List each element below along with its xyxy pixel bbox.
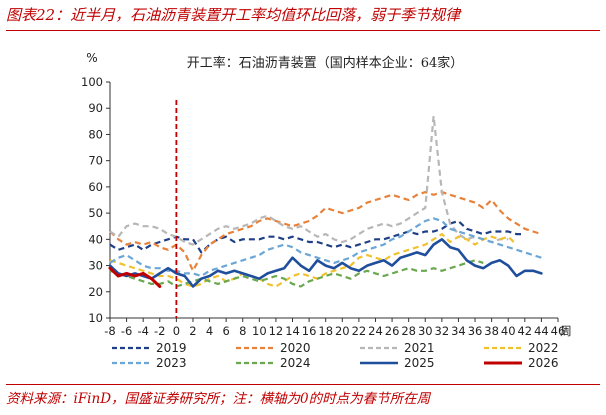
- x-tick-label: 24: [368, 324, 383, 338]
- legend-label: 2021: [404, 341, 435, 355]
- x-tick-label: 10: [252, 324, 267, 338]
- x-tick-label: 36: [468, 324, 483, 338]
- x-tick-label: 44: [534, 324, 549, 338]
- series-line-2022: [109, 233, 518, 288]
- x-tick-label: 0: [173, 324, 180, 338]
- series-layer: [108, 114, 543, 288]
- x-tick-label: 26: [385, 324, 400, 338]
- y-tick-label: 30: [88, 259, 103, 273]
- y-axis-unit-label: %: [86, 51, 97, 65]
- x-tick-label: 18: [318, 324, 333, 338]
- y-tick-label: 90: [88, 101, 103, 115]
- figure-title: 图表22：近半月，石油沥青装置开工率均值环比回落，弱于季节规律: [6, 6, 461, 24]
- x-tick-label: 34: [451, 324, 466, 338]
- legend-item-2023: 2023: [112, 356, 187, 370]
- x-tick-label: 30: [418, 324, 433, 338]
- x-tick-label: 28: [401, 324, 416, 338]
- x-tick-label: 38: [484, 324, 499, 338]
- series-line-2024: [109, 259, 484, 288]
- x-tick-label: 2: [189, 324, 196, 338]
- x-tick-label: 32: [435, 324, 450, 338]
- series-line-2025: [108, 238, 543, 288]
- legend-label: 2024: [280, 356, 311, 370]
- legend: 2019 2020 2021 2022 2023 2024 2025 2026: [112, 341, 559, 370]
- x-tick-label: 40: [501, 324, 516, 338]
- series-line-2026: [108, 266, 162, 288]
- line-chart: 开工率：石油沥青装置（国内样本企业：64家） % 102030405060708…: [81, 51, 572, 370]
- title-divider: [6, 30, 600, 31]
- y-axis: 10 20 30 40 50 60 70 80 90 100: [81, 75, 111, 325]
- x-tick-label: 12: [269, 324, 284, 338]
- source-divider: [6, 384, 600, 385]
- legend-label: 2019: [156, 341, 187, 355]
- x-tick-label: 46: [551, 324, 566, 338]
- x-tick-label: 42: [517, 324, 532, 338]
- x-tick-label: 22: [352, 324, 367, 338]
- legend-item-2025: 2025: [360, 356, 435, 370]
- legend-label: 2026: [528, 356, 559, 370]
- x-tick-label: -8: [104, 324, 115, 338]
- x-tick-label: -2: [154, 324, 165, 338]
- series-line-2019: [109, 219, 525, 254]
- source-note: 资料来源：iFinD，国盛证券研究所；注：横轴为0的时点为春节所在周: [6, 391, 431, 407]
- x-tick-label: 4: [206, 324, 213, 338]
- x-tick-label: 20: [335, 324, 350, 338]
- legend-label: 2025: [404, 356, 435, 370]
- x-tick-label: 16: [302, 324, 317, 338]
- x-tick-label: 6: [222, 324, 229, 338]
- legend-item-2021: 2021: [360, 341, 435, 355]
- legend-item-2026: 2026: [484, 356, 559, 370]
- y-tick-label: 100: [81, 75, 103, 89]
- x-axis-unit-label: 周: [560, 324, 572, 338]
- x-tick-label: -6: [121, 324, 132, 338]
- chart-title: 开工率：石油沥青装置（国内样本企业：64家）: [187, 55, 464, 71]
- y-tick-label: 70: [88, 154, 103, 168]
- x-tick-label: 8: [239, 324, 246, 338]
- series-line-2020: [109, 191, 542, 272]
- legend-item-2019: 2019: [112, 341, 187, 355]
- x-tick-label: 14: [285, 324, 300, 338]
- legend-item-2024: 2024: [236, 356, 311, 370]
- series-line-2021: [109, 114, 509, 246]
- legend-label: 2023: [156, 356, 187, 370]
- y-tick-label: 50: [88, 206, 103, 220]
- x-tick-label: -4: [137, 324, 148, 338]
- legend-item-2020: 2020: [236, 341, 311, 355]
- y-tick-label: 40: [88, 232, 103, 246]
- y-tick-label: 20: [88, 285, 103, 299]
- y-tick-label: 80: [88, 127, 103, 141]
- legend-label: 2020: [280, 341, 311, 355]
- legend-label: 2022: [528, 341, 559, 355]
- series-line-2023: [109, 217, 542, 278]
- x-axis: -8 -6 -4 -2 0 2 4 6 8 10 12 14 16 18 20 22 24 26 28 30 32 34 3…: [104, 317, 572, 338]
- legend-item-2022: 2022: [484, 341, 559, 355]
- y-tick-label: 60: [88, 180, 103, 194]
- y-tick-label: 10: [88, 311, 103, 325]
